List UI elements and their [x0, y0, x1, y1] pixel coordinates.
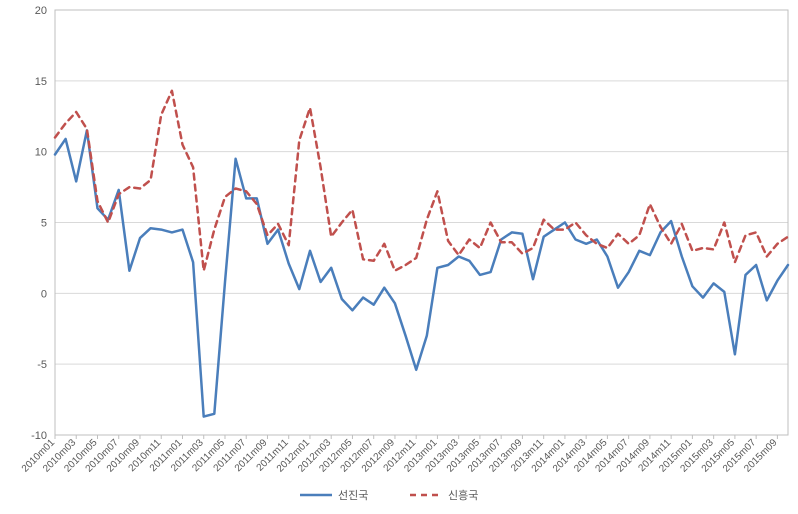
legend-label-1: 선진국 [338, 489, 368, 502]
y-tick-label: 0 [41, 288, 47, 300]
y-tick-label: 20 [35, 5, 47, 17]
y-tick-label: -5 [37, 359, 47, 371]
y-tick-label: 10 [35, 147, 47, 159]
y-tick-label: 15 [35, 76, 47, 88]
y-tick-label: -10 [31, 430, 47, 442]
y-tick-label: 5 [41, 218, 47, 230]
line-chart: -10-5051015202010m012010m032010m052010m0… [0, 0, 798, 514]
chart-container: -10-5051015202010m012010m032010m052010m0… [0, 0, 798, 514]
legend-label-2: 신흥국 [448, 488, 478, 502]
